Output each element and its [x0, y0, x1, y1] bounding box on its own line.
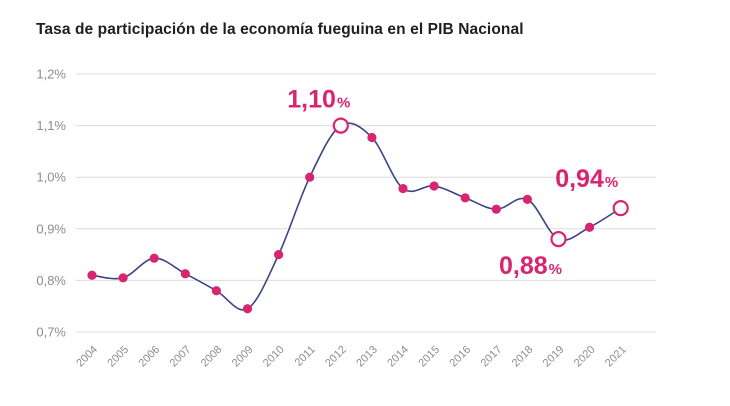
data-point [305, 172, 315, 182]
x-tick-label: 2013 [354, 344, 380, 370]
x-axis-ticks: 2004 2005 2006 2007 2008 2009 2010 2011 2012 2013… [74, 344, 628, 370]
y-tick-label: 0,7% [36, 325, 66, 340]
data-point [211, 286, 221, 296]
data-point [118, 273, 128, 283]
data-point [460, 193, 470, 203]
highlight-label: 0,88% [499, 252, 562, 280]
highlight-value: 0,94 [555, 165, 604, 193]
x-tick-label: 2010 [261, 344, 287, 370]
highlight-unit: % [337, 95, 350, 112]
data-point [367, 132, 377, 143]
y-tick-label: 0,8% [36, 273, 66, 288]
x-tick-label: 2009 [230, 344, 256, 370]
chart-title: Tasa de participación de la economía fue… [36, 21, 524, 38]
x-tick-label: 2017 [479, 344, 505, 370]
highlight-value: 0,88 [499, 252, 548, 280]
highlight-point [332, 117, 349, 134]
data-point [585, 222, 595, 232]
x-tick-label: 2011 [293, 344, 318, 369]
data-point [87, 270, 97, 280]
highlight-unit: % [549, 261, 562, 278]
data-point [398, 183, 408, 194]
data-points [87, 117, 629, 314]
y-tick-label: 1,0% [36, 170, 66, 185]
data-point [242, 304, 253, 314]
y-tick-label: 1,2% [36, 67, 66, 82]
data-point [274, 250, 284, 260]
y-tick-label: 0,9% [36, 221, 66, 236]
x-tick-label: 2012 [323, 344, 349, 370]
highlight-point [550, 231, 567, 248]
data-point [180, 269, 190, 279]
highlight-label: 0,94% [555, 165, 618, 193]
data-point [429, 181, 439, 191]
x-tick-label: 2018 [510, 344, 536, 370]
data-point [149, 253, 159, 263]
highlight-point [612, 200, 629, 217]
highlight-label: 1,10% [287, 86, 350, 114]
data-point [491, 204, 501, 214]
grid-lines [76, 73, 656, 333]
x-tick-label: 2007 [168, 344, 194, 370]
highlight-value: 1,10 [287, 86, 336, 114]
series-line [91, 122, 622, 311]
y-tick-label: 1,1% [36, 118, 66, 133]
x-tick-label: 2021 [603, 344, 629, 370]
x-tick-label: 2016 [448, 344, 474, 370]
highlight-unit: % [605, 174, 618, 191]
x-tick-label: 2019 [541, 344, 567, 370]
x-tick-label: 2020 [572, 344, 598, 370]
x-tick-label: 2014 [385, 344, 411, 370]
annotations: 1,10%0,88%0,94% [287, 86, 618, 281]
data-point [522, 194, 533, 204]
x-tick-label: 2008 [199, 344, 225, 370]
x-tick-label: 2005 [105, 344, 131, 370]
x-tick-label: 2015 [416, 344, 442, 370]
x-tick-label: 2006 [137, 344, 163, 370]
x-tick-label: 2004 [74, 344, 100, 370]
y-axis-ticks: 0,7% 0,8% 0,9% 1,0% 1,1% 1,2% [36, 67, 66, 340]
